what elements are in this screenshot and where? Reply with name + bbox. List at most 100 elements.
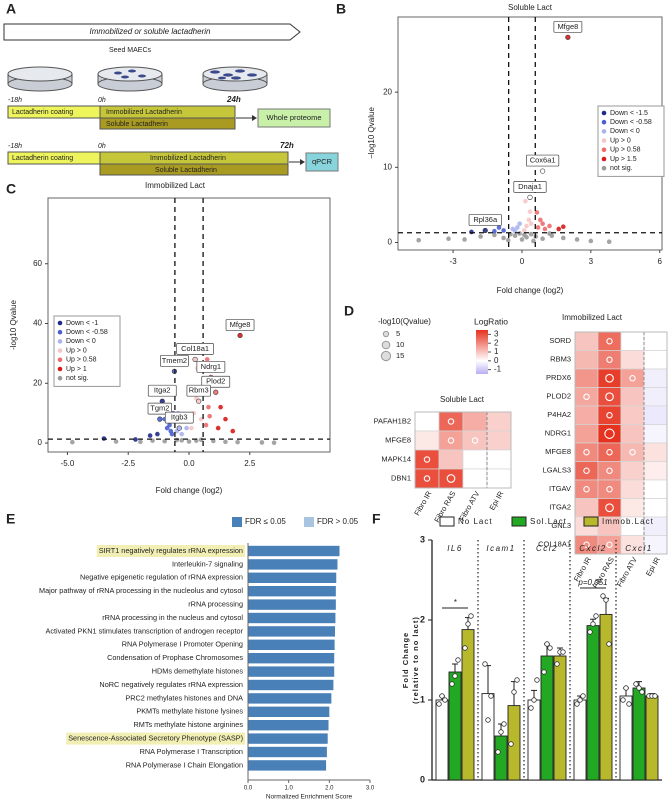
x-tick-label: -2.5 — [121, 459, 135, 468]
row-label: DBN1 — [391, 473, 411, 482]
bar — [586, 625, 600, 781]
data-point — [495, 749, 501, 755]
color-legend-title: LogRatio — [474, 316, 508, 326]
heat-cell — [597, 479, 622, 499]
point — [113, 439, 119, 444]
banner-arrow — [3, 23, 301, 41]
point — [168, 428, 174, 434]
bar — [248, 599, 336, 610]
annotation-box — [147, 402, 172, 415]
x-tick-label: 0.0 — [244, 786, 253, 792]
point — [492, 228, 497, 234]
x-axis-label: Fold change (log2) — [156, 486, 223, 495]
data-point — [587, 629, 593, 635]
category-label: PKMTs methylate histone lysines — [136, 707, 243, 716]
heat-cell — [620, 479, 645, 499]
time-label: -18h — [8, 97, 22, 104]
heat-cell — [486, 468, 512, 489]
heat-cell — [643, 442, 668, 462]
row-label: MFGE8 — [385, 435, 411, 444]
y-tick-label: 2 — [420, 614, 425, 624]
point — [526, 217, 532, 223]
data-point — [501, 721, 507, 727]
annotated-point — [157, 416, 163, 422]
size-circle — [423, 475, 431, 482]
annotation-box — [513, 181, 547, 193]
heat-cell — [574, 461, 599, 481]
point — [469, 229, 474, 235]
legend-box — [597, 105, 665, 177]
heat-cell — [574, 331, 599, 351]
data-point — [590, 621, 596, 627]
heat-cell — [620, 498, 645, 518]
size-circle — [605, 503, 614, 513]
legend-label: Down < -1.5 — [610, 110, 648, 117]
annotation-label: Plod2 — [206, 377, 225, 386]
heat-cell — [462, 449, 488, 470]
heat-cell — [574, 405, 599, 425]
heat-cell — [574, 387, 599, 407]
cell — [231, 76, 241, 80]
bar — [527, 699, 541, 781]
data-point — [639, 689, 645, 695]
x-axis-label: Fold change (log2) — [497, 286, 564, 295]
data-point — [439, 693, 445, 699]
heat-cell — [438, 449, 464, 470]
bar-label: Immobilized Lactadherin — [106, 109, 182, 116]
heat-cell — [462, 430, 488, 451]
bar — [632, 687, 646, 781]
data-point — [508, 741, 514, 747]
category-label: IL6 — [447, 544, 463, 553]
legend-label: Down < -0.58 — [66, 329, 108, 336]
row-label: SORD — [549, 336, 571, 345]
colorbar-label: 2 — [494, 338, 499, 347]
point — [560, 224, 566, 229]
point — [528, 221, 534, 226]
point — [223, 416, 228, 422]
bar — [248, 666, 335, 677]
seed-label: Seed MAECs — [109, 47, 152, 54]
point — [179, 431, 185, 437]
point — [524, 223, 529, 229]
annotated-point — [237, 332, 243, 339]
heat-cell — [597, 387, 622, 407]
point — [565, 34, 571, 40]
annotated-point — [192, 356, 198, 362]
size-legend-circle — [381, 340, 391, 350]
chart-title: Immobilized Lact — [145, 181, 206, 190]
panel-label: D — [344, 303, 354, 319]
bar — [481, 693, 495, 781]
point — [540, 221, 545, 226]
size-circle — [606, 449, 613, 456]
annotation-label: Mfge8 — [230, 320, 251, 329]
bar — [248, 706, 330, 717]
point — [196, 398, 202, 404]
panel-label: B — [336, 1, 346, 17]
point — [510, 226, 516, 232]
heat-cell — [414, 430, 440, 451]
annotation-box — [553, 20, 583, 33]
heat-cell — [643, 405, 668, 425]
heat-cell — [462, 411, 488, 432]
time-label: 0h — [98, 143, 106, 150]
size-circle — [606, 412, 613, 419]
legend-label: Down < 0 — [610, 128, 640, 135]
annotated-point — [171, 368, 178, 374]
row-label: COL18A1 — [538, 540, 571, 549]
point — [547, 223, 552, 229]
row-label: GNL3 — [551, 521, 571, 530]
row-label: NDRG1 — [545, 429, 571, 438]
row-label: ITGA2 — [549, 503, 571, 512]
size-legend-label: 5 — [396, 329, 400, 338]
cell — [247, 73, 257, 77]
legend-label: Immob.Lact — [602, 517, 654, 526]
data-point — [449, 681, 455, 687]
legend-label: No Lact — [458, 517, 493, 526]
legend-swatch — [57, 366, 63, 372]
x-tick-label: -5.0 — [61, 459, 75, 468]
readout-box — [257, 108, 331, 128]
bar — [248, 572, 337, 583]
annotation-label: Itga2 — [154, 386, 171, 395]
bar — [248, 720, 329, 731]
size-circle — [583, 541, 590, 548]
